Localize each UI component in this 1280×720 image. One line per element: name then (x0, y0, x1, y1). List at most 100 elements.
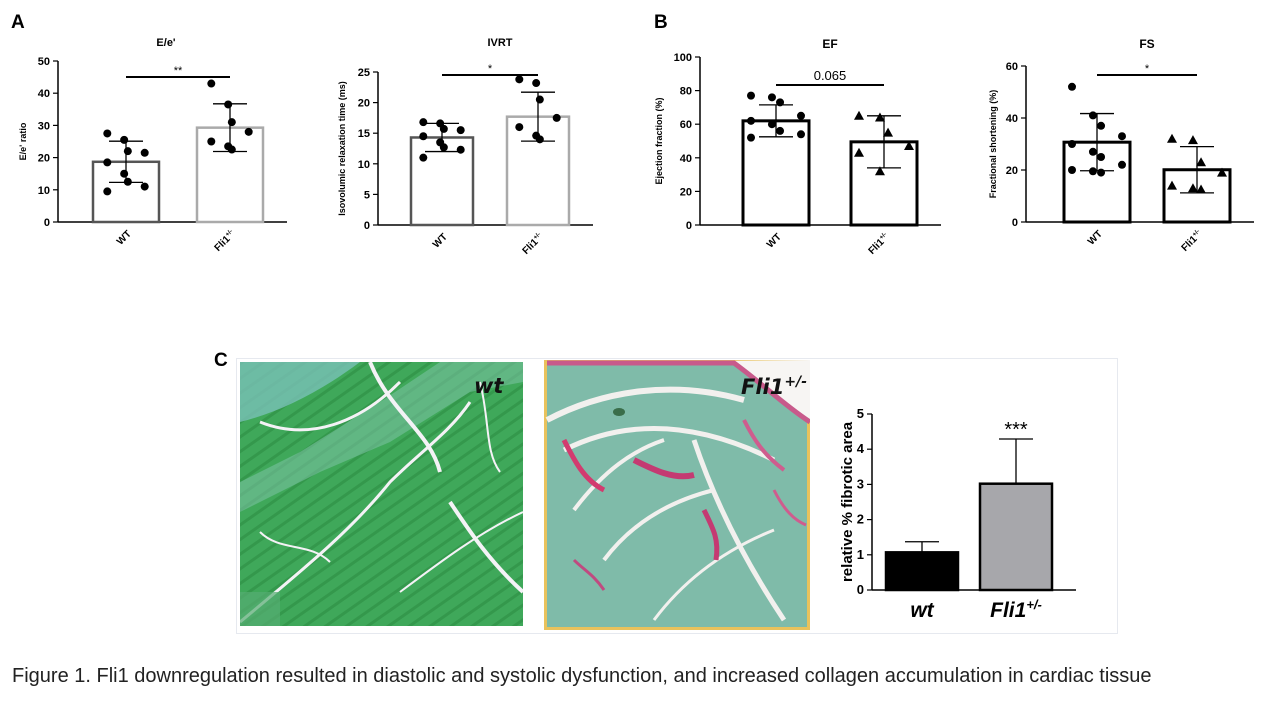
y-tick-label: 40 (680, 153, 692, 165)
data-point (515, 75, 524, 84)
x-category-label-sup: +/- (878, 231, 888, 241)
y-tick-label: 0 (686, 220, 692, 232)
x-category-label: Fli1+/- (1179, 228, 1205, 254)
y-tick-label: 3 (857, 476, 864, 491)
x-category-label: Fli1+/- (520, 231, 546, 257)
panel-c-frame (236, 358, 1118, 634)
data-point (439, 143, 448, 152)
chart-ejection-fraction: EF Ejection fraction (%) 0 20 40 60 80 100 WT Fli… (654, 37, 941, 257)
x-category-label: WT (1086, 229, 1105, 248)
histology-fli1-label: Fli1+/- (741, 374, 807, 399)
y-tick-label: 0 (44, 217, 50, 229)
data-point (103, 129, 112, 138)
x-category-label-base: Fli1 (990, 599, 1026, 622)
x-category-label: WT (765, 232, 784, 251)
data-point (140, 182, 149, 191)
chart-fractional-shortening: FS Fractional shortening (%) 0 20 40 60 WT Fli1… (988, 37, 1254, 254)
data-point (224, 100, 233, 109)
x-category-label-sup: +/- (1026, 597, 1042, 612)
data-point (456, 126, 465, 135)
x-category-label: Fli1+/- (212, 228, 238, 254)
x-category-label-base: WT (115, 229, 134, 248)
y-axis-label: E/e' ratio (18, 122, 28, 160)
chart-title: FS (1139, 37, 1154, 51)
y-tick-label: 10 (358, 159, 370, 171)
data-point (456, 145, 465, 154)
data-point (439, 124, 448, 133)
significance-label: * (488, 63, 493, 75)
x-category-label-base: WT (765, 232, 784, 251)
data-point (874, 112, 885, 122)
data-point (207, 79, 216, 88)
y-axis-label: Ejection fraction (%) (654, 97, 664, 184)
y-tick-label: 80 (680, 86, 692, 98)
data-point (419, 118, 428, 127)
data-point (904, 141, 914, 151)
y-tick-label: 40 (38, 88, 50, 100)
data-point (1097, 153, 1106, 161)
data-point (1088, 111, 1097, 120)
bar-fli1 (978, 482, 1054, 592)
y-tick-label: 4 (857, 441, 865, 456)
y-tick-label: 0 (857, 582, 864, 597)
x-category-label-base: WT (431, 232, 450, 251)
data-point (1167, 133, 1177, 143)
y-tick-label: 1 (857, 547, 864, 562)
data-point (1088, 167, 1097, 176)
y-tick-label: 0 (364, 220, 370, 232)
x-category-label: WT (115, 229, 134, 248)
data-point (1118, 132, 1126, 141)
data-point (1196, 184, 1207, 194)
y-tick-label: 100 (674, 52, 692, 64)
data-point (797, 130, 805, 139)
data-point (767, 93, 776, 102)
chart-title: EF (822, 37, 837, 51)
y-tick-label: 40 (1006, 113, 1018, 125)
data-point (1217, 167, 1227, 177)
y-tick-label: 20 (38, 153, 50, 165)
y-tick-label: 60 (680, 119, 692, 131)
data-point (103, 158, 112, 167)
x-category-label: Fli1+/- (866, 231, 892, 257)
y-tick-label: 60 (1006, 61, 1018, 73)
data-point (140, 148, 149, 157)
data-point (767, 120, 776, 129)
x-category-label-base: WT (1086, 229, 1105, 248)
significance-label: 0.065 (814, 68, 847, 83)
data-point (1167, 180, 1177, 190)
y-tick-label: 10 (38, 185, 50, 197)
data-point (1187, 135, 1198, 145)
histology-fli1-label-sup: +/- (784, 374, 808, 390)
data-point (552, 113, 561, 122)
data-point (854, 110, 864, 120)
data-point (227, 118, 236, 127)
data-point (419, 153, 428, 162)
bar-wt (884, 551, 960, 592)
x-category-label-sup: +/- (1191, 228, 1201, 238)
chart-ee-ratio: E/e' E/e' ratio 0 10 20 30 40 50 WT Fli1+/- ** (18, 37, 287, 254)
x-category-label: Fli1+/- (990, 597, 1042, 622)
data-point (103, 187, 112, 196)
y-tick-label: 20 (358, 98, 370, 110)
data-point (227, 145, 236, 154)
x-category-label: WT (431, 232, 450, 251)
data-point (874, 166, 885, 176)
data-point (207, 137, 216, 146)
data-point (747, 133, 755, 142)
data-point (123, 177, 132, 186)
chart-title: E/e' (156, 37, 176, 49)
significance-label: ** (174, 65, 183, 77)
y-axis-label: relative % fibrotic area (839, 421, 856, 582)
y-axis-label: Isovolumic relaxation time (ms) (337, 81, 347, 216)
y-tick-label: 25 (358, 67, 370, 79)
x-category-label-sup: +/- (224, 228, 234, 238)
y-tick-label: 30 (38, 120, 50, 132)
data-point (776, 98, 785, 107)
data-point (1097, 168, 1106, 177)
data-point (1118, 160, 1126, 169)
panel-b-letter: B (654, 12, 668, 33)
data-point (120, 169, 129, 178)
data-point (123, 147, 132, 156)
data-point (419, 132, 428, 141)
